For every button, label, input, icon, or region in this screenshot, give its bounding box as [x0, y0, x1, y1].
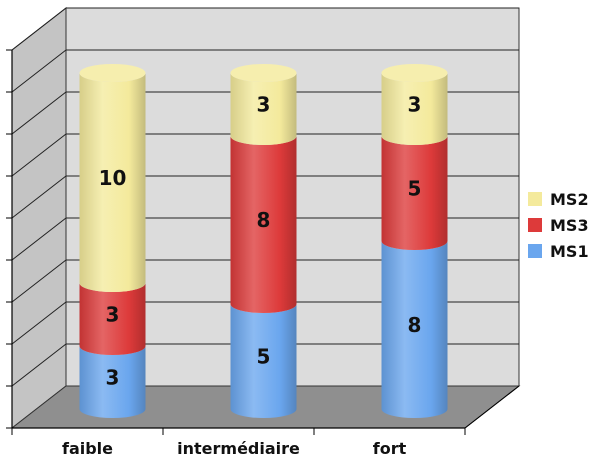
data-label: 3: [257, 93, 271, 117]
legend-item: MS2: [528, 190, 589, 209]
gridline-side: [11, 7, 67, 51]
bar-top-cap: [79, 64, 146, 82]
bar-top-cap: [381, 64, 448, 82]
gridline-side: [11, 175, 67, 219]
data-label: 3: [106, 366, 120, 390]
axes: [6, 49, 520, 435]
data-label: 3: [408, 93, 422, 117]
gridline-side: [11, 301, 67, 345]
data-label: 8: [257, 208, 271, 232]
data-label: 8: [408, 313, 422, 337]
x-tick-label: fort: [373, 439, 407, 458]
data-label: 10: [99, 166, 127, 190]
gridline-side: [11, 217, 67, 261]
data-label: 5: [257, 345, 271, 369]
legend: MS2 MS3 MS1: [528, 190, 589, 261]
bar-segment-ms1: [230, 304, 297, 419]
bar-segment-ms2: [230, 73, 297, 145]
bar-segment-ms2: [381, 73, 448, 145]
bar-stack: 3 3 10: [79, 64, 146, 419]
bar-segment-ms1: [79, 346, 146, 419]
bar-top-cap: [230, 64, 297, 82]
floor-edge: [464, 385, 520, 429]
bar-segment-ms3: [79, 283, 146, 356]
gridline-side: [11, 49, 67, 93]
legend-swatch: [528, 244, 542, 258]
legend-label: MS3: [550, 216, 589, 235]
legend-label: MS1: [550, 242, 589, 261]
x-tick-label: faible: [62, 439, 113, 458]
gridline-side: [11, 259, 67, 303]
gridline-side: [11, 91, 67, 135]
legend-item: MS1: [528, 242, 589, 261]
category-labels: faible intermédiaire fort: [62, 439, 407, 458]
data-label: 3: [106, 303, 120, 327]
bar-stack: 8 5 3: [381, 64, 448, 419]
bar-segment-ms3: [230, 136, 297, 313]
legend-swatch: [528, 218, 542, 232]
bar-segment-ms2: [79, 73, 146, 292]
bars: 3 3 10 5 8 3 8 5 3: [79, 64, 448, 419]
gridline-side: [11, 133, 67, 177]
legend-item: MS3: [528, 216, 589, 235]
data-label: 5: [408, 177, 422, 201]
gridline-side: [11, 343, 67, 387]
bar-segment-ms3: [381, 136, 448, 250]
legend-label: MS2: [550, 190, 589, 209]
x-tick-label: intermédiaire: [177, 439, 300, 458]
legend-swatch: [528, 192, 542, 206]
bar-stack: 5 8 3: [230, 64, 297, 419]
bar-segment-ms1: [381, 241, 448, 419]
